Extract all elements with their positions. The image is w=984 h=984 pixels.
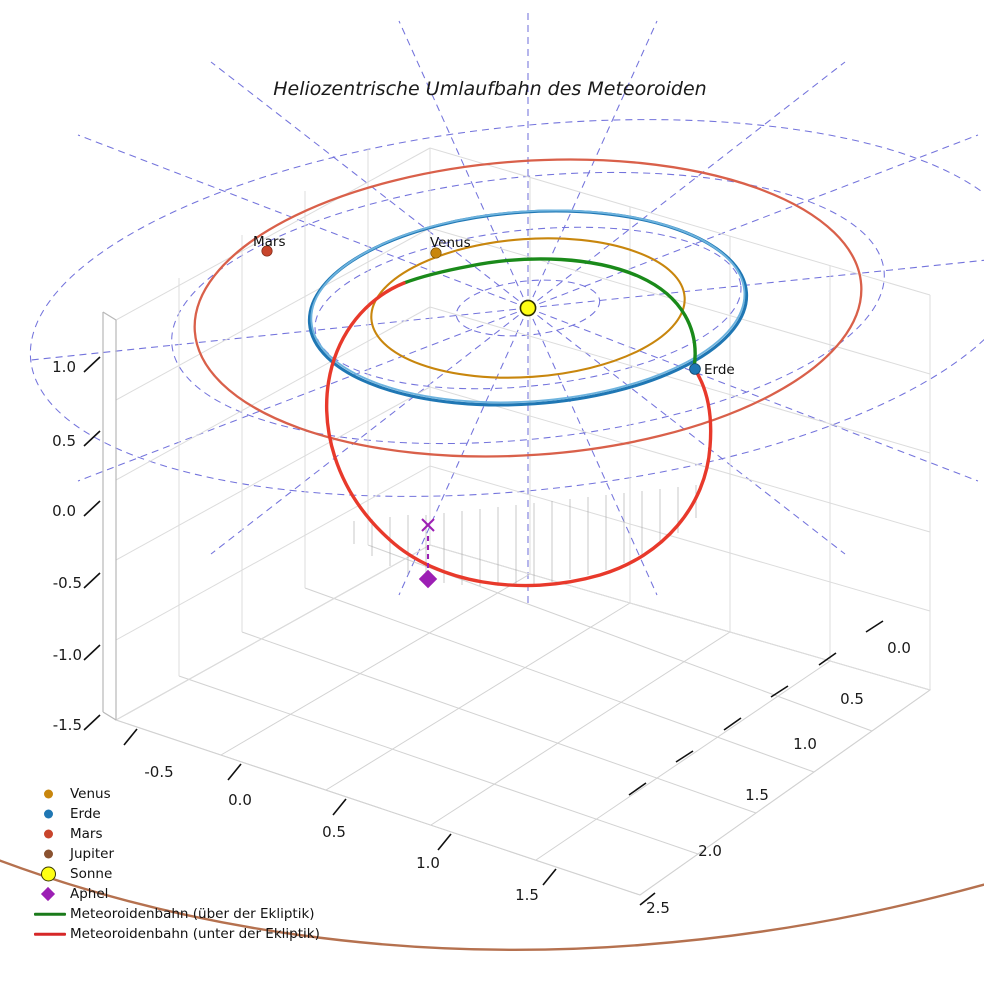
orbit-mars (193, 158, 863, 458)
y-tick-4: 2.0 (698, 842, 722, 860)
meteoroid-orbit-below-ecliptic (325, 281, 713, 588)
z-tick-4: -1.0 (53, 646, 82, 664)
legend-label-sonne: Sonne (70, 866, 113, 882)
marker-erde (689, 363, 701, 375)
circle-marker-icon (30, 844, 70, 864)
legend-item-meteoroid-above[interactable]: Meteoroidenbahn (über der Ekliptik) (30, 904, 360, 924)
x-tick-2: 0.5 (322, 823, 346, 841)
line-marker-icon (30, 924, 70, 944)
z-tick-0: 1.0 (52, 358, 76, 376)
y-tick-5: 2.5 (646, 899, 670, 917)
y-tick-3: 1.5 (745, 786, 769, 804)
legend-item-jupiter[interactable]: Jupiter (30, 844, 360, 864)
orbit-venus (370, 237, 686, 379)
circle-marker-icon (30, 784, 70, 804)
z-tick-2: 0.0 (52, 502, 76, 520)
z-axis-tick-labels: 1.0 0.5 0.0 -0.5 -1.0 -1.5 (52, 358, 82, 734)
orbit-drop-stems (353, 485, 697, 586)
marker-sonne (519, 299, 537, 317)
legend-item-venus[interactable]: Venus (30, 784, 360, 804)
x-tick-0: -0.5 (144, 763, 173, 781)
planet-label-mars: Mars (253, 234, 286, 250)
legend-item-erde[interactable]: Erde (30, 804, 360, 824)
aphel-marker (418, 569, 438, 589)
legend-label-mars: Mars (70, 826, 103, 842)
legend-label-meteoroid-below: Meteoroidenbahn (unter der Ekliptik) (70, 926, 320, 942)
y-tick-2: 1.0 (793, 735, 817, 753)
legend-label-erde: Erde (70, 806, 101, 822)
circle-marker-icon (30, 804, 70, 824)
z-tick-5: -1.5 (53, 716, 82, 734)
x-tick-3: 1.0 (416, 854, 440, 872)
legend-item-mars[interactable]: Mars (30, 824, 360, 844)
legend-item-aphel[interactable]: Aphel (30, 884, 360, 904)
x-axis-tick-labels: -0.5 0.0 0.5 1.0 1.5 (144, 763, 539, 904)
y-tick-0: 0.0 (887, 639, 911, 657)
x-tick-1: 0.0 (228, 791, 252, 809)
marker-venus (430, 247, 442, 259)
legend-label-aphel: Aphel (70, 886, 109, 902)
ecliptik-reference-grid (29, 10, 984, 606)
axes-3d-frame (102, 147, 932, 896)
aphel-cross-icon (421, 518, 435, 532)
legend-label-jupiter: Jupiter (70, 846, 115, 862)
legend: Venus Erde Mars Jupiter Sonne (30, 784, 360, 944)
y-tick-1: 0.5 (840, 690, 864, 708)
marker-mars (261, 245, 273, 257)
page-title: Heliozentrische Umlaufbahn des Meteoroid… (273, 78, 706, 100)
circle-marker-icon (30, 824, 70, 844)
x-tick-4: 1.5 (515, 886, 539, 904)
legend-item-meteoroid-below[interactable]: Meteoroidenbahn (unter der Ekliptik) (30, 924, 360, 944)
planet-label-venus: Venus (430, 235, 471, 251)
z-tick-3: -0.5 (53, 574, 82, 592)
meteoroid-orbit-above-ecliptic (402, 257, 697, 370)
axis-ticks (83, 356, 884, 906)
legend-label-venus: Venus (70, 786, 111, 802)
legend-item-sonne[interactable]: Sonne (30, 864, 360, 884)
sun-marker-icon (30, 864, 70, 884)
y-axis-tick-labels: 0.0 0.5 1.0 1.5 2.0 2.5 (646, 639, 911, 917)
planet-label-erde: Erde (704, 362, 735, 378)
orbit-jupiter (0, 859, 984, 951)
orbit-erde (307, 209, 749, 407)
line-marker-icon (30, 904, 70, 924)
z-tick-1: 0.5 (52, 432, 76, 450)
legend-label-meteoroid-above: Meteoroidenbahn (über der Ekliptik) (70, 906, 315, 922)
diamond-marker-icon (30, 884, 70, 904)
